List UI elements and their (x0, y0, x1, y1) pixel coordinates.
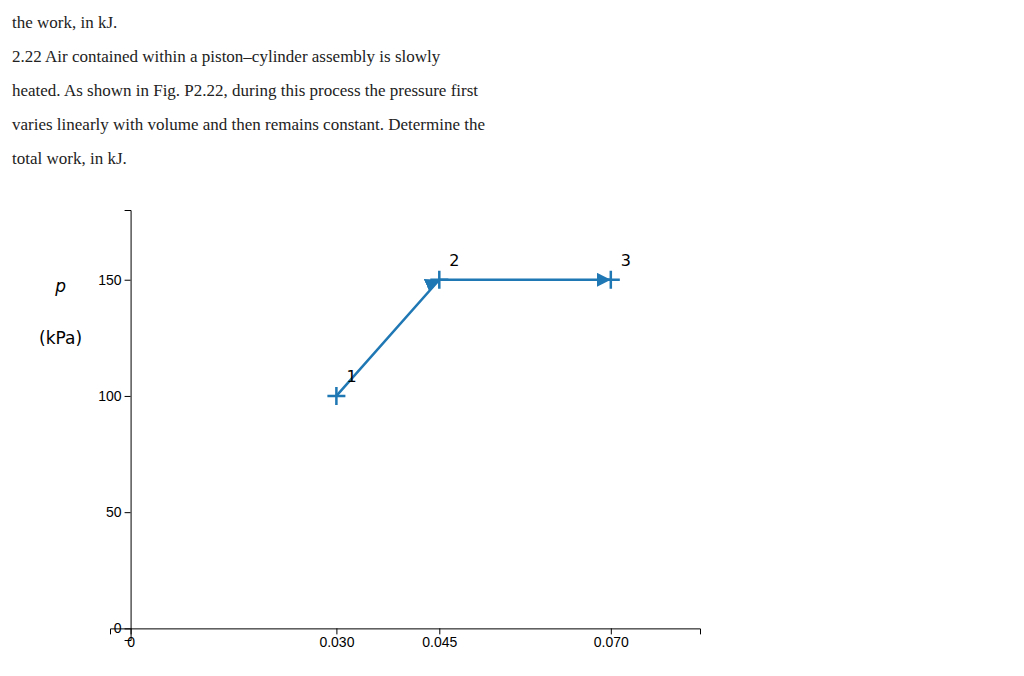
x-tick-label: 0.045 (422, 634, 457, 650)
y-tick-mark (125, 280, 131, 281)
y-tick: 100 (98, 388, 130, 404)
annotation: total work, in kJ. (12, 149, 127, 168)
y-tick: 50 (106, 504, 131, 520)
chart: the work, in kJ. 2.22 Air contained withi… (0, 0, 1024, 676)
y-tick: 0 (114, 620, 131, 636)
point-label: 2 (449, 251, 459, 270)
state-point (430, 271, 448, 289)
x-tick: 0.045 (422, 628, 457, 650)
point-label: 3 (621, 251, 631, 270)
y-tick-mark (125, 396, 131, 397)
y-tick-mark (125, 512, 131, 513)
y-tick-label: 150 (98, 272, 122, 288)
state-point (602, 271, 620, 289)
x-tick-label: 0.030 (319, 634, 354, 650)
y-tick-label: 0 (114, 620, 122, 636)
x-tick: 0.070 (594, 628, 629, 650)
problem-text: the work, in kJ. 2.22 Air contained withi… (12, 13, 485, 168)
y-axis-line (125, 211, 132, 641)
point-label: 1 (346, 367, 356, 386)
y-axis: 0 50 100 150 (98, 211, 131, 641)
x-tick-label: 0.070 (594, 634, 629, 650)
x-axis: 00.0300.0450.070 (111, 628, 701, 650)
process-line (336, 280, 610, 396)
state-point (327, 387, 345, 405)
x-tick: 0.030 (319, 628, 354, 650)
y-axis-title-line: (kPa) (39, 328, 82, 348)
y-tick-mark (125, 628, 131, 629)
annotation: 2.22 Air contained within a piston–cylin… (12, 47, 441, 66)
annotation: the work, in kJ. (12, 13, 117, 32)
plot-area (327, 271, 619, 405)
y-tick-label: 50 (106, 504, 122, 520)
y-axis-title: p (kPa) (39, 276, 82, 348)
y-tick: 150 (98, 272, 130, 288)
y-tick-label: 100 (98, 388, 122, 404)
point-labels: 1 2 3 (346, 251, 631, 386)
y-axis-title-line: p (54, 276, 66, 296)
annotation: heated. As shown in Fig. P2.22, during t… (12, 81, 478, 100)
annotation: varies linearly with volume and then rem… (12, 115, 485, 134)
